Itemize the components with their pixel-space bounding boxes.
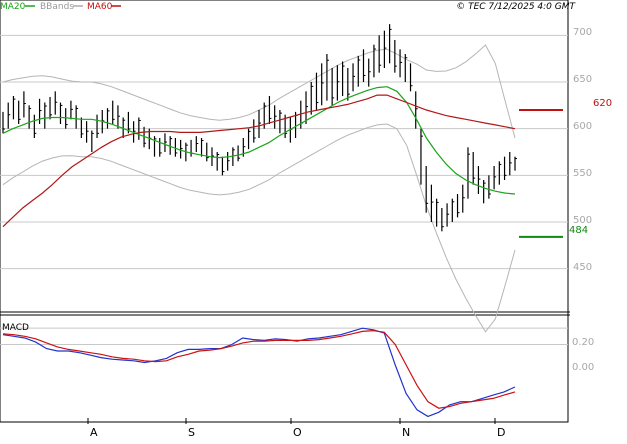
macd-tick-020: 0.20	[572, 337, 594, 348]
legend-ma60-label: MA60	[87, 2, 113, 12]
x-axis-ticks	[87, 418, 496, 424]
price-tick-650: 650	[573, 74, 592, 85]
resistance-level-label: 620	[593, 98, 612, 109]
ma20-line	[2, 86, 516, 195]
x-label-dec: D	[497, 426, 505, 439]
price-tick-600: 600	[573, 121, 592, 132]
chart-frame	[0, 0, 569, 423]
price-bars	[2, 24, 517, 232]
x-label-oct: O	[293, 426, 302, 439]
macd-label: MACD	[2, 323, 29, 333]
macd-lines	[2, 327, 516, 418]
copyright-text: © TEC 7/12/2025 4:0 GMT	[456, 2, 576, 12]
legend-bbands-label: BBands	[40, 2, 74, 12]
price-tick-550: 550	[573, 168, 592, 179]
x-label-aug: A	[90, 426, 98, 439]
bollinger-bands	[2, 44, 516, 333]
macd-line	[2, 327, 516, 418]
price-gridlines	[0, 34, 568, 345]
level-lines	[519, 109, 563, 238]
ma60-line	[2, 94, 516, 228]
price-axis-labels: 700 650 600 550 500 450	[573, 27, 592, 273]
price-tick-500: 500	[573, 215, 592, 226]
support-level-label: 484	[569, 225, 588, 236]
price-tick-700: 700	[573, 27, 592, 38]
price-tick-450: 450	[573, 262, 592, 273]
x-label-nov: N	[402, 426, 410, 439]
x-label-sep: S	[188, 426, 195, 439]
x-axis-labels: A S O N D	[90, 426, 505, 439]
moving-averages	[2, 86, 516, 228]
signal-line	[2, 329, 516, 409]
macd-tick-000: 0.00	[572, 362, 594, 373]
legend-ma20-label: MA20	[0, 2, 26, 12]
